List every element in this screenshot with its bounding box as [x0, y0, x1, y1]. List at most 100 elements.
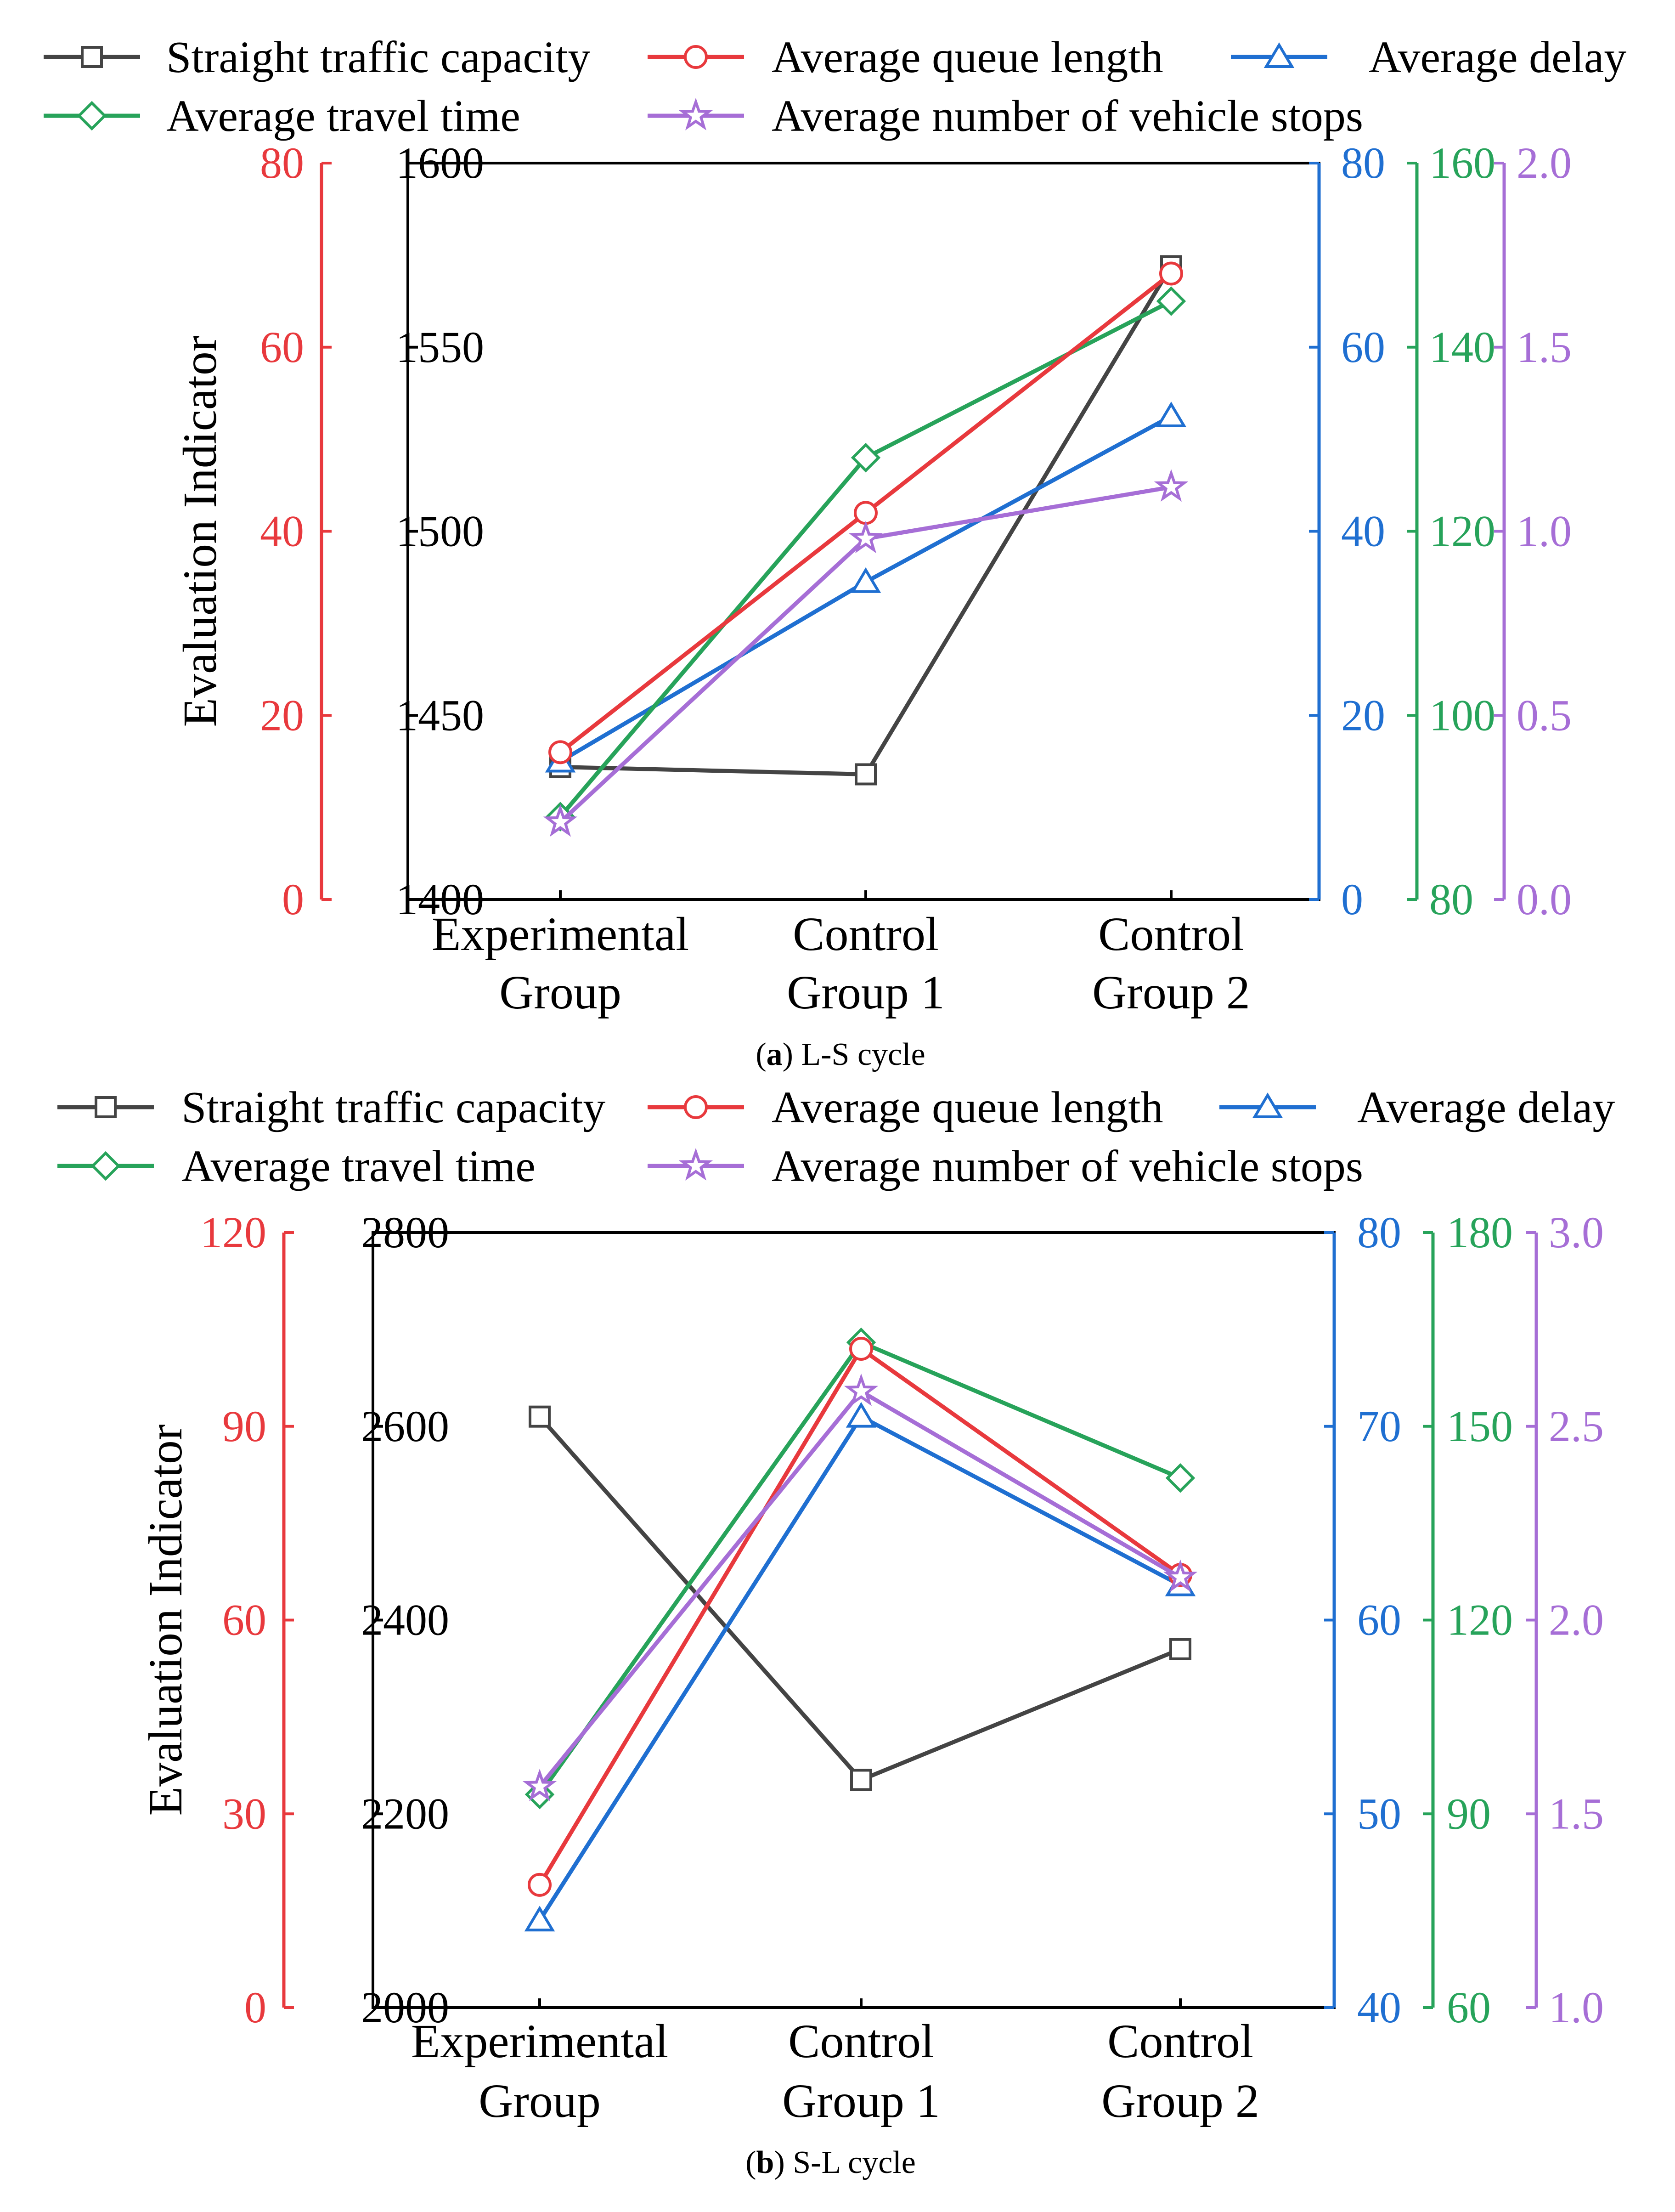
- y-axis-travel: 80 100 120 140 160: [1407, 138, 1495, 924]
- series-line-queue: [538, 1346, 1182, 1886]
- x-tick-label: Control: [788, 2015, 934, 2068]
- legend-label: Average queue length: [772, 1083, 1163, 1132]
- legend: Straight traffic capacity Average queue l…: [57, 1083, 1615, 1191]
- tick-label-capacity: 1550: [396, 322, 484, 372]
- data-point-queue: [849, 1337, 873, 1361]
- tick-label-delay: 60: [1341, 322, 1385, 372]
- series-queue: [548, 261, 1183, 764]
- tick-label-travel: 120: [1429, 507, 1495, 556]
- tick-label-travel: 140: [1429, 322, 1495, 372]
- series-stops: [522, 1373, 1198, 1801]
- y-axis-capacity: 2000 2200 2400 2600 2800: [361, 1208, 449, 2032]
- caption: (a) L-S cycle: [756, 1037, 925, 1072]
- data-point-capacity: [855, 763, 877, 786]
- caption-letter: b: [756, 2145, 774, 2180]
- tick-label-capacity: 2800: [361, 1208, 449, 1257]
- data-point-capacity: [529, 1405, 551, 1428]
- legend-item-capacity: Straight traffic capacity: [57, 1083, 605, 1132]
- tick-label-stops: 0.0: [1517, 875, 1572, 924]
- caption: (b) S-L cycle: [745, 2145, 916, 2180]
- legend-marker-circle: [684, 1095, 708, 1119]
- legend-label: Average number of vehicle stops: [772, 1142, 1363, 1191]
- tick-label-capacity: 2600: [361, 1402, 449, 1451]
- tick-label-delay: 80: [1341, 138, 1385, 187]
- tick-label-delay: 20: [1341, 690, 1385, 740]
- tick-label-travel: 100: [1429, 690, 1495, 740]
- tick-label-queue: 120: [200, 1208, 266, 1257]
- caption-open: (: [756, 1037, 766, 1072]
- legend-item-stops: Average number of vehicle stops: [648, 1142, 1363, 1191]
- x-tick-label: Group: [479, 2075, 601, 2127]
- legend-label: Average travel time: [181, 1142, 536, 1191]
- data-point-stops: [522, 1769, 557, 1801]
- y-axis-capacity: 1400 1450 1500 1550 1600: [396, 138, 484, 924]
- caption-letter: a: [767, 1037, 783, 1072]
- data-point-delay: [846, 1402, 877, 1428]
- legend-item-delay: Average delay: [1231, 33, 1626, 82]
- caption-open: (: [745, 2145, 756, 2180]
- legend-item-travel: Average travel time: [57, 1142, 536, 1191]
- tick-label-stops: 0.5: [1517, 690, 1572, 740]
- tick-label-capacity: 1500: [396, 507, 484, 556]
- x-tick-label: Control: [1098, 908, 1244, 961]
- chart-panel-a: Straight traffic capacity Average queue l…: [44, 33, 1626, 1072]
- legend-item-queue: Average queue length: [648, 1083, 1163, 1132]
- tick-label-delay: 70: [1357, 1402, 1401, 1451]
- tick-label-stops: 1.0: [1549, 1983, 1604, 2032]
- tick-label-capacity: 1450: [396, 690, 484, 740]
- data-point-stops: [1154, 469, 1189, 502]
- tick-label-queue: 20: [260, 690, 304, 740]
- tick-label-queue: 40: [260, 507, 304, 556]
- chart-panel-b: Straight traffic capacity Average queue l…: [57, 1083, 1615, 2180]
- data-point-travel: [1156, 286, 1186, 316]
- legend-label: Average queue length: [772, 33, 1163, 82]
- x-tick-label: Group 1: [782, 2075, 940, 2127]
- legend-marker-square: [81, 46, 103, 68]
- caption-text: ) S-L cycle: [774, 2145, 915, 2180]
- tick-label-stops: 2.0: [1549, 1595, 1604, 1645]
- data-point-queue: [854, 501, 878, 525]
- data-point-queue: [1159, 261, 1183, 286]
- tick-label-queue: 90: [222, 1402, 266, 1451]
- tick-label-stops: 1.5: [1517, 322, 1572, 372]
- legend-label: Average travel time: [166, 91, 520, 141]
- y-axis-travel: 60 90 120 150 180: [1423, 1208, 1513, 2032]
- tick-label-capacity: 2200: [361, 1789, 449, 1838]
- series-queue: [528, 1337, 1192, 1897]
- tick-label-travel: 150: [1447, 1402, 1513, 1451]
- tick-label-stops: 3.0: [1549, 1208, 1604, 1257]
- series-stops: [543, 469, 1189, 837]
- data-point-queue: [528, 1873, 552, 1897]
- legend-marker-star: [678, 97, 713, 130]
- data-point-travel: [1165, 1463, 1196, 1493]
- tick-label-stops: 1.5: [1549, 1789, 1604, 1838]
- data-point-stops: [848, 520, 883, 554]
- legend-item-delay: Average delay: [1219, 1083, 1615, 1132]
- y-axis-stops: 1.0 1.5 2.0 2.5 3.0: [1526, 1208, 1604, 2032]
- tick-label-travel: 180: [1447, 1208, 1513, 1257]
- legend-marker-diamond: [90, 1151, 121, 1181]
- data-point-delay: [524, 1906, 555, 1932]
- x-tick-label: Experimental: [432, 908, 689, 961]
- tick-label-capacity: 1600: [396, 138, 484, 187]
- tick-label-stops: 2.5: [1549, 1402, 1604, 1451]
- tick-label-queue: 0: [282, 875, 304, 924]
- legend-label: Straight traffic capacity: [166, 33, 590, 82]
- tick-label-capacity: 2400: [361, 1595, 449, 1645]
- data-point-delay: [850, 567, 881, 593]
- tick-label-travel: 80: [1429, 875, 1473, 924]
- series-capacity: [529, 1405, 1191, 1791]
- tick-label-stops: 2.0: [1517, 138, 1572, 187]
- tick-label-delay: 40: [1357, 1983, 1401, 2032]
- tick-label-delay: 40: [1341, 507, 1385, 556]
- legend-marker-triangle: [1252, 1092, 1283, 1118]
- y-axis-stops: 0.0 0.5 1.0 1.5 2.0: [1494, 138, 1572, 924]
- data-point-queue: [548, 740, 572, 764]
- legend: Straight traffic capacity Average queue l…: [44, 33, 1626, 141]
- legend-marker-square: [95, 1096, 117, 1118]
- data-point-stops: [844, 1373, 879, 1406]
- y-axis-title: Evaluation Indicator: [139, 1425, 192, 1816]
